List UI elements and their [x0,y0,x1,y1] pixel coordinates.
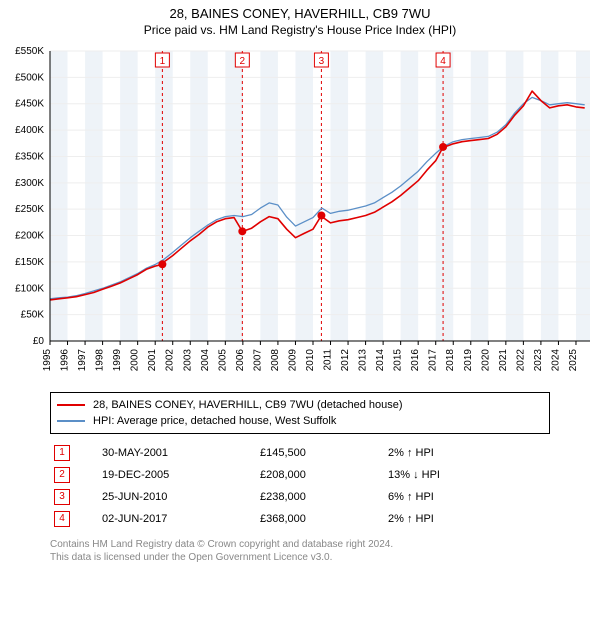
svg-text:2002: 2002 [165,349,176,372]
svg-text:2019: 2019 [463,349,474,372]
svg-text:1998: 1998 [95,349,106,372]
price-chart: £0 £50K £100K £150K £200K £250K £300K £350K £400… [0,41,600,386]
svg-text:£200K: £200K [15,231,44,242]
legend-swatch [57,404,85,406]
svg-text:2012: 2012 [340,349,351,372]
footer-line-1: Contains HM Land Registry data © Crown c… [50,538,550,551]
events-table: 130-MAY-2001£145,5002% ↑ HPI219-DEC-2005… [50,442,550,530]
event-price: £145,500 [256,442,384,464]
legend-swatch [57,420,85,422]
event-date: 19-DEC-2005 [98,464,256,486]
svg-text:£150K: £150K [15,257,44,268]
svg-text:2016: 2016 [410,349,421,372]
footer-line-2: This data is licensed under the Open Gov… [50,551,550,564]
svg-text:2005: 2005 [217,349,228,372]
svg-text:2023: 2023 [533,349,544,372]
svg-text:2018: 2018 [445,349,456,372]
svg-text:2015: 2015 [393,349,404,372]
svg-text:2014: 2014 [375,349,386,372]
event-number: 3 [50,486,98,508]
svg-text:2022: 2022 [515,349,526,372]
event-delta: 6% ↑ HPI [384,486,550,508]
event-number: 2 [50,464,98,486]
svg-text:2021: 2021 [498,349,509,372]
svg-text:2004: 2004 [200,349,211,372]
svg-text:£450K: £450K [15,99,44,110]
svg-text:2007: 2007 [252,349,263,372]
svg-text:2008: 2008 [270,349,281,372]
event-row: 219-DEC-2005£208,00013% ↓ HPI [50,464,550,486]
event-row: 130-MAY-2001£145,5002% ↑ HPI [50,442,550,464]
event-price: £208,000 [256,464,384,486]
event-date: 25-JUN-2010 [98,486,256,508]
svg-text:2024: 2024 [550,349,561,372]
event-date: 30-MAY-2001 [98,442,256,464]
svg-text:2020: 2020 [480,349,491,372]
event-row: 402-JUN-2017£368,0002% ↑ HPI [50,508,550,530]
legend-label: HPI: Average price, detached house, West… [93,413,336,429]
svg-text:£300K: £300K [15,178,44,189]
svg-text:2025: 2025 [568,349,579,372]
svg-text:2017: 2017 [428,349,439,372]
event-row: 325-JUN-2010£238,0006% ↑ HPI [50,486,550,508]
attribution-footer: Contains HM Land Registry data © Crown c… [50,538,550,564]
svg-text:2009: 2009 [287,349,298,372]
svg-text:£100K: £100K [15,283,44,294]
event-delta: 2% ↑ HPI [384,442,550,464]
svg-text:£400K: £400K [15,125,44,136]
svg-text:2013: 2013 [358,349,369,372]
svg-text:2011: 2011 [323,349,334,371]
svg-text:2001: 2001 [147,349,158,372]
chart-title: 28, BAINES CONEY, HAVERHILL, CB9 7WU [0,6,600,21]
svg-text:£550K: £550K [15,46,44,57]
chart-subtitle: Price paid vs. HM Land Registry's House … [0,23,600,37]
legend-row: 28, BAINES CONEY, HAVERHILL, CB9 7WU (de… [57,397,543,413]
legend-box: 28, BAINES CONEY, HAVERHILL, CB9 7WU (de… [50,392,550,434]
svg-text:1999: 1999 [112,349,123,372]
svg-text:£350K: £350K [15,151,44,162]
svg-text:2003: 2003 [182,349,193,372]
event-delta: 2% ↑ HPI [384,508,550,530]
svg-text:£250K: £250K [15,204,44,215]
event-date: 02-JUN-2017 [98,508,256,530]
svg-text:1995: 1995 [42,349,53,372]
event-number: 4 [50,508,98,530]
svg-text:2000: 2000 [130,349,141,372]
svg-text:£0: £0 [33,336,45,347]
svg-text:1: 1 [160,56,166,67]
legend-label: 28, BAINES CONEY, HAVERHILL, CB9 7WU (de… [93,397,403,413]
event-price: £368,000 [256,508,384,530]
svg-text:1996: 1996 [60,349,71,372]
event-number: 1 [50,442,98,464]
legend-row: HPI: Average price, detached house, West… [57,413,543,429]
event-delta: 13% ↓ HPI [384,464,550,486]
svg-text:£50K: £50K [21,310,45,321]
svg-text:£500K: £500K [15,72,44,83]
svg-text:2: 2 [240,56,246,67]
svg-text:2010: 2010 [305,349,316,372]
event-price: £238,000 [256,486,384,508]
svg-text:4: 4 [440,56,446,67]
svg-text:2006: 2006 [235,349,246,372]
svg-text:3: 3 [319,56,325,67]
svg-text:1997: 1997 [77,349,88,372]
